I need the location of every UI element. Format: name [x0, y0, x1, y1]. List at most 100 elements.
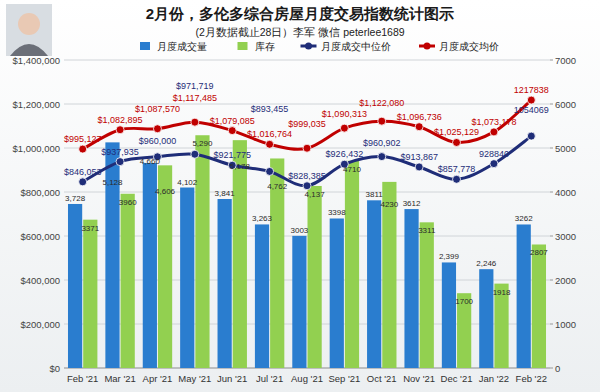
legend-swatch	[424, 43, 431, 50]
data-label: 3398	[328, 208, 346, 217]
data-label: $1,082,895	[98, 115, 143, 125]
author-photo	[6, 4, 52, 56]
data-label: 3,263	[252, 214, 273, 223]
data-label: 4,762	[267, 182, 288, 191]
legend-label: 库存	[255, 41, 275, 52]
x-tick-label: Dec '21	[441, 373, 473, 384]
grid-line	[64, 60, 550, 61]
grid-line	[64, 368, 550, 369]
line-marker	[527, 96, 535, 104]
line-marker	[378, 153, 386, 161]
x-tick-label: Feb '22	[516, 373, 547, 384]
line-marker	[453, 138, 461, 146]
line-marker	[378, 117, 386, 125]
x-tick-label: Jun '21	[217, 373, 247, 384]
y2-tick	[550, 324, 553, 325]
data-label: 4230	[380, 200, 398, 209]
y2-tick	[550, 280, 553, 281]
legend-label: 月度成交量	[157, 41, 207, 52]
x-tick-label: Jul '21	[256, 373, 283, 384]
data-label: 1700	[455, 297, 473, 306]
y-tick-label: $800,000	[20, 187, 60, 198]
data-label: $1,087,570	[135, 104, 180, 114]
data-label: 2,399	[439, 252, 460, 261]
data-label: 3003	[290, 226, 308, 235]
data-label: 3311	[418, 226, 436, 235]
x-tick-label: May '21	[178, 373, 211, 384]
data-label: $1,122,080	[359, 98, 404, 108]
bar	[195, 135, 209, 368]
data-label: $857,778	[438, 164, 476, 174]
line-marker	[228, 127, 236, 135]
x-tick-label: Oct '21	[367, 373, 397, 384]
y2-tick	[550, 192, 553, 193]
y-tick-label: $1,200,000	[12, 99, 60, 110]
line-marker	[340, 124, 348, 132]
y2-tick-label: 2000	[555, 275, 576, 286]
legend-label: 月度成交均价	[439, 41, 499, 52]
data-label: 3262	[515, 214, 533, 223]
data-label: $828,385	[288, 171, 326, 181]
line-marker	[79, 178, 87, 186]
data-label: $937,935	[101, 147, 139, 157]
data-label: 3,841	[215, 189, 236, 198]
line-marker	[415, 163, 423, 171]
legend: 月度成交量库存月度成交中位价月度成交均价	[140, 41, 499, 52]
data-label: 4,660	[140, 157, 161, 166]
data-label: 1217838	[514, 85, 549, 95]
data-label: 1918	[493, 288, 511, 297]
data-label: 4,102	[177, 178, 198, 187]
legend-swatch	[305, 43, 312, 50]
data-label: $1,025,129	[434, 127, 479, 137]
subtitle: (2月数据截止28日）李军 微信 peterlee1689	[195, 26, 404, 38]
x-tick-label: Aug '21	[291, 373, 323, 384]
grid-line	[64, 324, 550, 325]
data-label: 3371	[81, 224, 99, 233]
data-label: $1,016,764	[247, 129, 292, 139]
bar	[330, 218, 344, 368]
data-label: 1054069	[514, 105, 549, 115]
data-label: 3960	[119, 198, 137, 207]
data-label: $1,090,313	[322, 109, 367, 119]
y2-tick-label: 1000	[555, 319, 576, 330]
data-label: $1,073,178	[471, 117, 516, 127]
legend-swatch	[140, 42, 150, 50]
line-marker	[303, 182, 311, 190]
x-tick-label: Jan '22	[479, 373, 509, 384]
x-tick-label: Apr '21	[143, 373, 173, 384]
data-label: 2807	[530, 248, 548, 257]
line-marker	[116, 158, 124, 166]
bar	[367, 200, 381, 368]
x-tick-label: Feb '21	[67, 373, 98, 384]
legend-swatch	[238, 42, 248, 50]
x-tick-label: Sep '21	[328, 373, 360, 384]
data-label: 4710	[343, 165, 361, 174]
bar	[479, 269, 493, 368]
y-tick-label: $400,000	[20, 275, 60, 286]
bar	[382, 182, 396, 368]
y-tick-label: $600,000	[20, 231, 60, 242]
y-tick-label: $0	[49, 363, 60, 374]
y2-tick	[550, 148, 553, 149]
line-marker	[266, 140, 274, 148]
x-tick-label: Nov '21	[403, 373, 435, 384]
bar	[345, 161, 359, 368]
y2-tick-label: 0	[555, 363, 560, 374]
line-marker	[116, 126, 124, 134]
data-label: 3811	[366, 190, 384, 199]
bar	[180, 188, 194, 368]
data-label: 928840	[479, 149, 509, 159]
data-label: $1,096,736	[397, 112, 442, 122]
line-marker	[266, 167, 274, 175]
line-marker	[490, 128, 498, 136]
data-label: 5,178	[230, 162, 251, 171]
line-marker	[490, 160, 498, 168]
line-marker	[415, 123, 423, 131]
y2-tick-label: 6000	[555, 99, 576, 110]
line	[83, 100, 532, 149]
bar	[68, 204, 82, 368]
y2-tick	[550, 60, 553, 61]
bar	[532, 244, 546, 368]
data-label: 5,290	[192, 139, 213, 148]
line-marker	[303, 144, 311, 152]
